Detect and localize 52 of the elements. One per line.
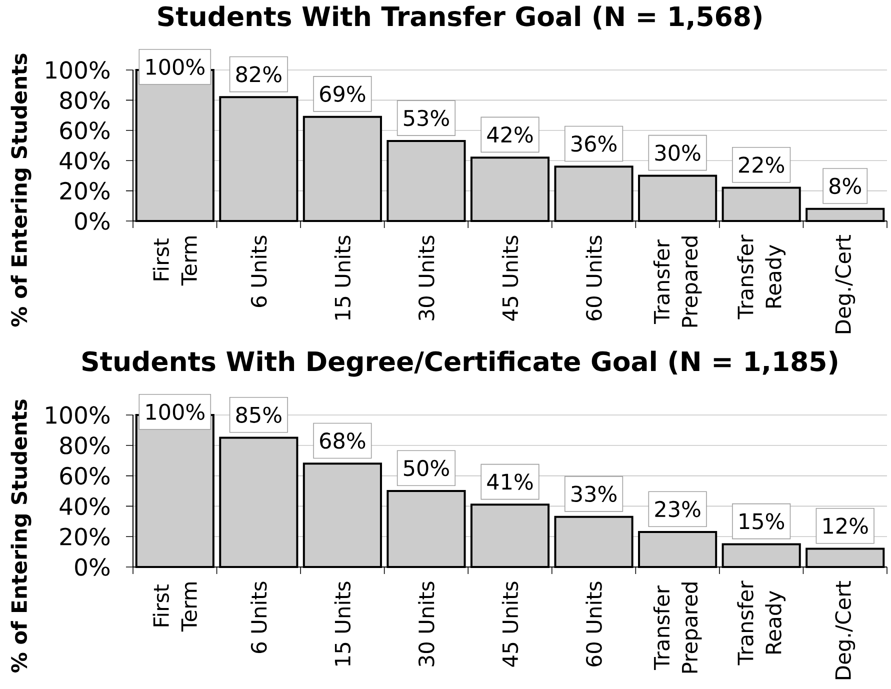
x-tick-label: 30 Units [418, 236, 434, 320]
data-label: 41% [487, 474, 533, 490]
data-label: 100% [146, 58, 204, 75]
chart-title: Students With Degree/Certificate Goal (N = 1,185) [82, 350, 838, 377]
data-label: 30% [655, 144, 700, 161]
y-tick-label: 60% [60, 122, 110, 140]
y-tick-label: 40% [60, 152, 110, 170]
y-axis-title: % of Entering Students [10, 54, 32, 327]
data-label: 69% [320, 86, 366, 102]
data-label: 23% [655, 500, 700, 518]
data-label: 85% [236, 406, 282, 423]
y-tick-label: 0% [75, 212, 110, 230]
x-tick-label: Transfer Ready [737, 580, 786, 666]
x-tick-label: 15 Units [334, 582, 351, 666]
y-tick-label: 40% [60, 497, 110, 516]
data-label: 36% [572, 136, 616, 152]
y-tick-label: 20% [60, 182, 110, 200]
data-label: 15% [740, 513, 784, 530]
x-tick-label: Transfer Ready [737, 234, 786, 320]
y-tick-label: 20% [60, 528, 110, 546]
data-label: 22% [739, 156, 784, 173]
x-tick-label: First Term [152, 236, 198, 286]
data-label: 33% [572, 486, 616, 502]
x-tick-label: 15 Units [334, 236, 351, 320]
data-label: 12% [824, 518, 868, 534]
y-axis-title: % of Entering Students [10, 400, 32, 672]
x-tick-label: 30 Units [418, 582, 434, 666]
y-tick-label: 80% [60, 91, 110, 110]
x-tick-label: Deg./Cert [835, 581, 856, 680]
y-tick-label: 60% [60, 466, 110, 485]
y-tick-label: 80% [60, 436, 110, 454]
data-label: 42% [487, 126, 533, 143]
x-tick-label: 45 Units [502, 236, 518, 321]
y-tick-label: 100% [46, 61, 110, 79]
y-tick-label: 0% [75, 558, 110, 576]
data-label: 100% [146, 404, 204, 420]
data-label: 50% [404, 460, 449, 476]
x-tick-label: Transfer Prepared [653, 582, 702, 673]
data-label: 53% [404, 110, 449, 126]
y-tick-label: 100% [46, 406, 110, 424]
x-tick-label: 60 Units [586, 236, 602, 320]
x-tick-label: 45 Units [502, 582, 518, 667]
x-tick-label: 6 Units [250, 236, 267, 307]
data-label: 8% [830, 178, 861, 194]
x-tick-label: Deg./Cert [835, 235, 856, 334]
data-label: 68% [320, 432, 366, 449]
x-tick-label: 60 Units [586, 582, 602, 666]
chart-title: Students With Transfer Goal (N = 1,568) [158, 6, 762, 30]
x-tick-label: Transfer Prepared [653, 236, 702, 327]
x-tick-label: First Term [152, 582, 198, 632]
data-label: 82% [236, 66, 282, 82]
x-tick-label: 6 Units [250, 582, 267, 653]
